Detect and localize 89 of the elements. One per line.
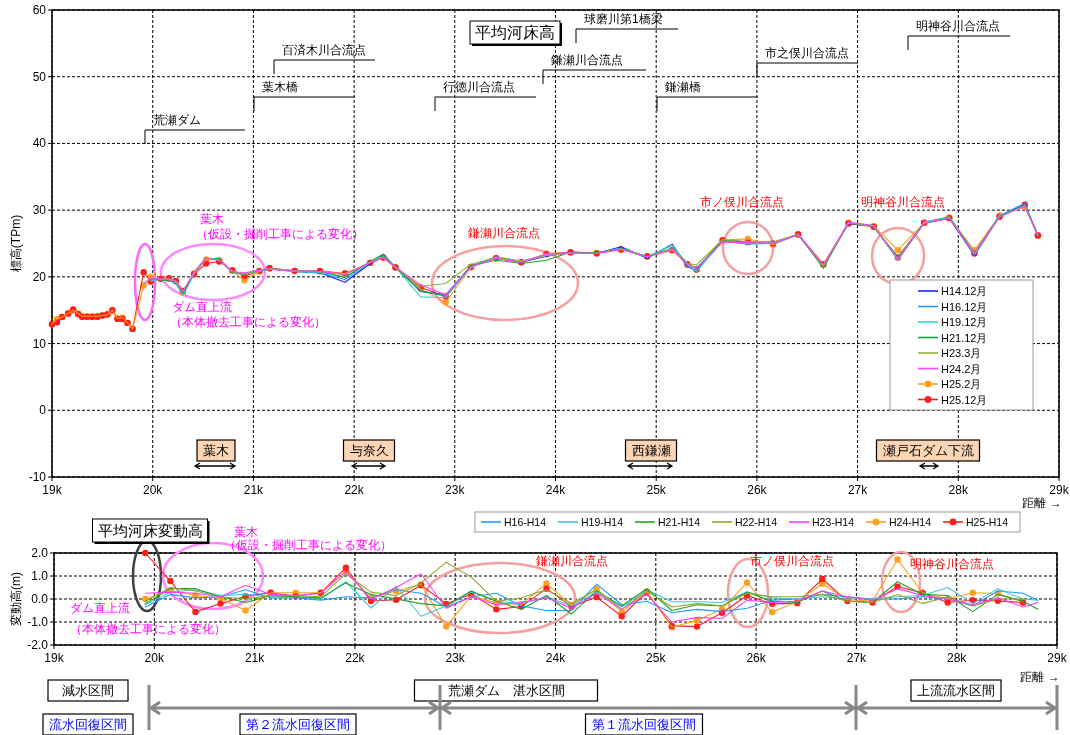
legend-label: H16-H14	[504, 516, 547, 528]
y-tick-label: -2.0	[27, 638, 49, 652]
legend-label: H23-H14	[812, 516, 855, 528]
annotation: 鎌瀬川合流点	[551, 53, 623, 67]
annotation: 市ノ俣川合流点	[700, 195, 784, 209]
annotation: 荒瀬ダム	[153, 113, 201, 127]
x-tick-label: 19k	[42, 483, 63, 497]
x-tick-label: 28k	[947, 651, 968, 665]
y-tick-label: 60	[32, 3, 47, 17]
annotation: 市ノ俣川合流点	[750, 554, 834, 568]
text: 第１流水回復区間	[592, 717, 696, 732]
text: 第２流水回復区間	[246, 717, 350, 732]
x-axis-title: 距離 →	[1022, 496, 1062, 510]
x-tick-label: 20k	[143, 483, 164, 497]
legend-label: H25.2月	[941, 378, 982, 390]
annotation: （仮設・掘削工事による変化）	[196, 227, 364, 241]
annotation: ダム直上流	[70, 601, 130, 615]
y-tick-label: 20	[32, 269, 47, 284]
legend-label: H21-H14	[658, 516, 701, 528]
y-tick-label: 0	[39, 403, 47, 418]
x-tick-label: 23k	[445, 483, 466, 497]
x-axis-title: 距離 →	[1020, 670, 1060, 684]
x-tick-label: 29k	[1049, 483, 1070, 497]
text: 葉木	[234, 525, 258, 539]
annotation: 瀬戸石ダム下流	[882, 443, 974, 458]
legend-label: H16.12月	[941, 300, 988, 313]
annotation: （本体撤去工事による変化）	[70, 622, 226, 636]
x-tick-label: 24k	[545, 483, 567, 497]
x-tick-label: 19k	[44, 651, 65, 665]
x-tick-label: 22k	[345, 651, 366, 665]
y-tick-label: 1.0	[31, 569, 49, 583]
annotation: 鎌瀬橋	[665, 80, 701, 94]
legend-label: H25-H14	[966, 516, 1009, 528]
legend-label: H25.12月	[941, 393, 988, 406]
y-tick-label: 2.0	[31, 546, 49, 560]
y-axis-title: 標高(TPm)	[9, 214, 23, 273]
x-tick-label: 26k	[746, 651, 767, 665]
annotation: 明神谷川合流点	[916, 19, 1000, 33]
annotation: 葉木	[200, 212, 224, 226]
annotation: 葉木橋	[262, 80, 298, 94]
y-tick-label: 50	[32, 69, 47, 84]
annotation: 明神谷川合流点	[861, 195, 945, 209]
annotation: 西鎌瀬	[631, 443, 671, 458]
x-tick-label: 25k	[646, 651, 667, 665]
y-tick-label: 30	[32, 203, 47, 218]
annotation: 与奈久	[349, 443, 389, 458]
legend-label: H19-H14	[581, 516, 624, 528]
x-tick-label: 23k	[445, 651, 466, 665]
annotation: 球磨川第1橋梁	[584, 12, 663, 26]
chart-title: 平均河床変動高	[97, 522, 203, 539]
x-tick-label: 21k	[243, 483, 265, 497]
y-tick-label: -10	[28, 470, 47, 484]
text: 平均河床高	[475, 24, 555, 41]
x-tick-label: 21k	[244, 651, 266, 665]
text: 荒瀬ダム 湛水区間	[447, 683, 565, 698]
legend-label: H24.2月	[941, 362, 982, 375]
annotation: 行徳川合流点	[443, 80, 515, 94]
legend-label: H24-H14	[889, 516, 932, 528]
text: （仮設・掘削工事による変化）	[224, 538, 392, 552]
annotation: 鎌瀬川合流点	[468, 226, 540, 240]
y-tick-label: 40	[32, 136, 47, 151]
annotation: 百済木川合流点	[282, 43, 366, 57]
x-tick-label: 26k	[747, 483, 768, 497]
annotation: 市之俣川合流点	[765, 46, 849, 60]
x-tick-label: 27k	[847, 483, 869, 497]
x-tick-label: 29k	[1047, 651, 1068, 665]
text: 減水区間	[62, 683, 114, 698]
legend-label: H22-H14	[735, 516, 778, 528]
legend-label: H14.12月	[941, 285, 988, 297]
y-tick-label: -1.0	[27, 615, 49, 629]
x-tick-label: 28k	[948, 483, 969, 497]
y-tick-label: 0.0	[31, 592, 49, 606]
x-tick-label: 24k	[545, 651, 567, 665]
text: 流水回復区間	[49, 717, 127, 732]
annotation: 葉木	[203, 443, 229, 458]
text: 上流流水区間	[917, 683, 995, 698]
y-axis-title: 変動高(m)	[9, 572, 23, 626]
legend-label: H23.3月	[941, 347, 982, 359]
x-tick-label: 22k	[344, 483, 365, 497]
annotation: （本体撤去工事による変化）	[170, 315, 326, 329]
annotation: 明神谷川合流点	[910, 557, 994, 571]
x-tick-label: 20k	[144, 651, 165, 665]
x-tick-label: 25k	[646, 483, 667, 497]
annotation: 鎌瀬川合流点	[536, 554, 608, 568]
legend-label: H21.12月	[941, 331, 988, 344]
x-tick-label: 27k	[846, 651, 868, 665]
legend-label: H19.12月	[941, 316, 988, 328]
y-tick-label: 10	[32, 336, 47, 351]
annotation: ダム直上流	[172, 300, 232, 314]
